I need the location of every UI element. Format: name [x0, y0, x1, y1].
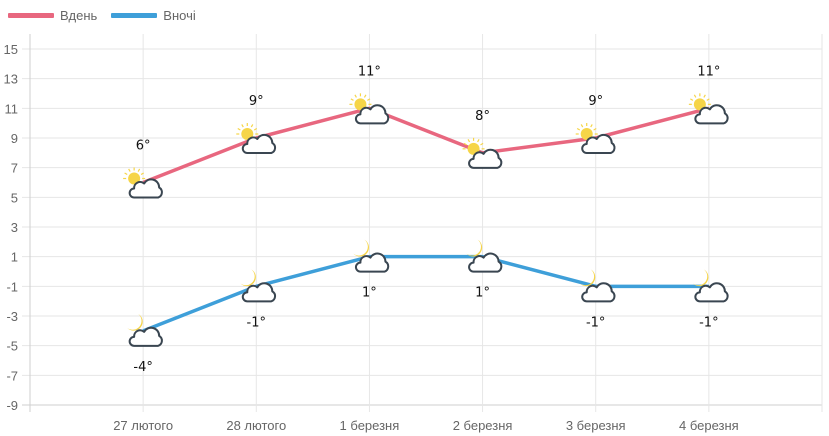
legend-swatch-night — [111, 13, 158, 18]
series-lines — [142, 106, 710, 333]
y-tick-label: 11 — [5, 101, 19, 116]
sun-cloud-icon — [688, 93, 729, 125]
value-label: 1° — [475, 286, 490, 301]
x-tick-label: 4 березня — [679, 418, 739, 433]
y-tick-label: 13 — [4, 72, 18, 87]
y-axis: 15 13 11 9 7 5 3 1 -1 -3 -5 -7 -9 — [4, 42, 18, 413]
value-label: 6° — [136, 139, 151, 154]
moon-cloud-icon — [692, 269, 729, 303]
sun-cloud-icon — [575, 123, 616, 154]
y-tick-label: 9 — [11, 131, 18, 146]
y-tick-label: 1 — [11, 250, 18, 265]
value-label: -4° — [133, 360, 152, 375]
chart-grid — [22, 34, 823, 412]
day-line — [142, 106, 710, 185]
value-label: 11° — [358, 64, 381, 79]
legend-label-night: Вночі — [163, 8, 196, 23]
value-label: -1° — [699, 315, 718, 330]
value-label: 8° — [475, 109, 490, 124]
legend-item-day[interactable]: Вдень — [8, 8, 97, 23]
x-tick-label: 27 лютого — [113, 418, 173, 433]
y-tick-label: 15 — [4, 42, 18, 57]
moon-cloud-icon — [579, 269, 616, 303]
chart-legend: Вдень Вночі — [8, 8, 202, 23]
y-tick-label: 3 — [11, 220, 18, 235]
moon-cloud-icon — [240, 269, 277, 303]
moon-cloud-icon — [466, 239, 503, 273]
legend-swatch-day — [8, 13, 54, 18]
sun-cloud-icon — [236, 123, 277, 154]
y-tick-label: 5 — [11, 190, 18, 205]
value-label: 1° — [362, 286, 377, 301]
sun-cloud-icon — [123, 167, 163, 199]
series-points: 6° 9° 11° 8° 9° 11° -4° -1° 1° 1° -1° -1° — [123, 64, 729, 375]
value-label: 11° — [697, 64, 720, 79]
legend-label-day: Вдень — [60, 8, 98, 23]
value-label: -1° — [586, 315, 605, 330]
y-tick-label: 7 — [11, 161, 18, 176]
moon-cloud-icon — [353, 239, 390, 273]
value-label: 9° — [588, 94, 603, 109]
x-axis: 27 лютого 28 лютого 1 березня 2 березня 3 бе… — [113, 418, 739, 433]
value-label: -1° — [247, 315, 266, 330]
x-tick-label: 2 березня — [453, 418, 513, 433]
y-tick-label: -1 — [6, 279, 18, 294]
night-line — [142, 254, 709, 333]
value-label: 9° — [249, 94, 264, 109]
x-tick-label: 3 березня — [566, 418, 626, 433]
x-tick-label: 28 лютого — [226, 418, 286, 433]
moon-cloud-icon — [127, 313, 163, 347]
legend-item-night[interactable]: Вночі — [111, 8, 196, 23]
y-tick-label: -3 — [6, 309, 18, 324]
sun-cloud-icon — [462, 137, 503, 169]
y-tick-label: -5 — [6, 339, 18, 354]
sun-cloud-icon — [349, 93, 390, 125]
y-tick-label: -7 — [6, 368, 18, 383]
y-tick-label: -9 — [6, 398, 18, 413]
x-tick-label: 1 березня — [340, 418, 400, 433]
